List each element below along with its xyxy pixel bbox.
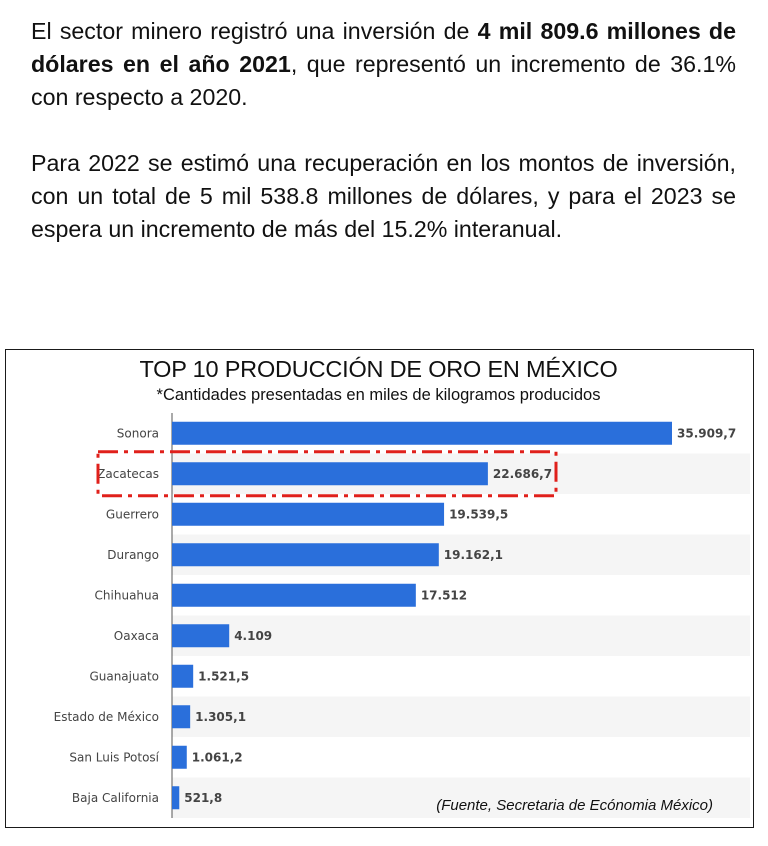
value-label: 19.162,1 xyxy=(444,548,503,562)
chart-subtitle: *Cantidades presentadas en miles de kilo… xyxy=(156,386,601,404)
row-band xyxy=(172,696,750,737)
category-label: Chihuahua xyxy=(95,588,159,602)
category-label: Zacatecas xyxy=(97,467,159,481)
row-band xyxy=(172,777,750,818)
chart-title: TOP 10 PRODUCCIÓN DE ORO EN MÉXICO xyxy=(139,356,618,382)
category-label: Estado de México xyxy=(54,710,159,724)
p1-text-b: , que representó un incremento de 36.1% … xyxy=(31,51,736,110)
row-band xyxy=(172,615,750,656)
bar-baja-california xyxy=(172,786,180,810)
value-label: 521,8 xyxy=(184,791,222,805)
value-label: 1.061,2 xyxy=(192,750,243,764)
bar-oaxaca xyxy=(172,624,230,648)
category-label: Baja California xyxy=(72,791,159,805)
category-label: Sonora xyxy=(117,426,159,440)
bar-guerrero xyxy=(172,502,445,526)
value-label: 1.305,1 xyxy=(195,710,246,724)
value-label: 4.109 xyxy=(234,629,272,643)
intro-paragraph-investment-2022: Para 2022 se estimó una recuperación en … xyxy=(31,150,736,242)
bar-estado-de-m-xico xyxy=(172,705,191,729)
p1-text-a: El sector minero registró una inversión … xyxy=(31,18,478,44)
intro-paragraph-investment-2021: El sector minero registró una inversión … xyxy=(31,15,736,114)
bar-guanajuato xyxy=(172,664,194,688)
value-label: 22.686,7 xyxy=(493,467,552,481)
category-label: Oaxaca xyxy=(114,629,159,643)
chart-source: (Fuente, Secretaria de Ecónomia México) xyxy=(436,797,713,814)
value-label: 35.909,7 xyxy=(677,426,736,440)
bar-chihuahua xyxy=(172,583,416,607)
value-label: 19.539,5 xyxy=(449,507,508,521)
category-label: Durango xyxy=(107,548,159,562)
category-label: San Luis Potosí xyxy=(69,750,159,764)
value-label: 1.521,5 xyxy=(198,669,249,683)
category-label: Guerrero xyxy=(106,507,159,521)
bar-zacatecas xyxy=(172,462,488,486)
category-label: Guanajuato xyxy=(89,669,159,683)
p1-bold-amount: 4 mil 809.6 millones de dólares en el añ… xyxy=(31,18,736,77)
highlight-box-zacatecas xyxy=(96,450,558,498)
bar-durango xyxy=(172,543,439,567)
bar-sonora xyxy=(172,421,672,445)
bar-san-luis-potos- xyxy=(172,745,187,769)
value-label: 17.512 xyxy=(421,588,467,602)
